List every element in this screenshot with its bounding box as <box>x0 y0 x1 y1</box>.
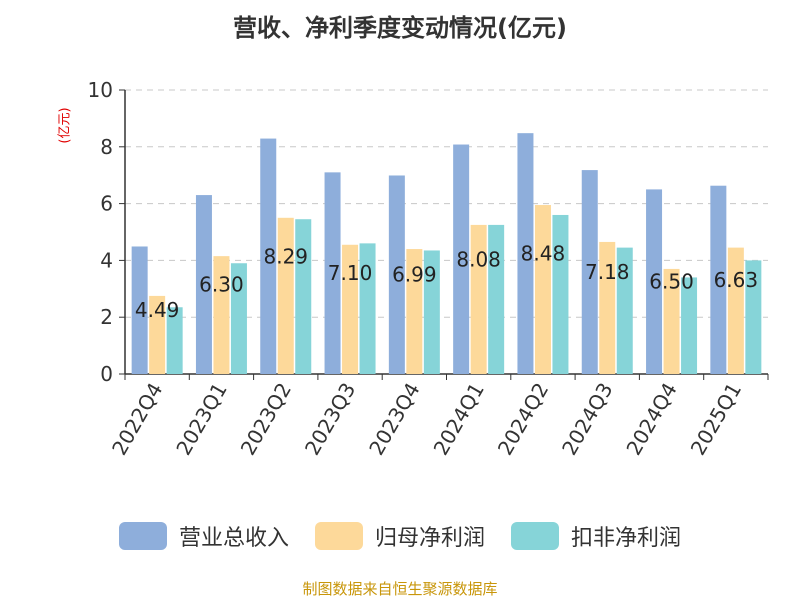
bar <box>727 247 744 374</box>
x-tick-label: 2024Q4 <box>621 379 681 460</box>
y-tick-label: 2 <box>100 305 113 329</box>
x-tick-label: 2023Q1 <box>171 379 231 460</box>
legend-swatch-revenue <box>118 522 167 550</box>
bar <box>149 295 166 374</box>
data-label: 6.50 <box>649 270 694 294</box>
bar <box>277 217 294 374</box>
bar <box>295 219 312 374</box>
y-tick-label: 6 <box>100 192 113 216</box>
x-tick-label: 2023Q3 <box>300 379 360 460</box>
bar <box>453 144 470 374</box>
chart-title: 营收、净利季度变动情况(亿元) <box>233 14 567 42</box>
bar <box>406 249 423 374</box>
x-tick-label: 2023Q2 <box>236 379 296 460</box>
x-tick-label: 2024Q2 <box>493 379 553 460</box>
data-label: 6.30 <box>199 273 244 297</box>
x-tick-label: 2025Q1 <box>686 379 746 460</box>
y-tick-label: 0 <box>100 362 113 386</box>
bar <box>745 260 762 374</box>
legend-label-deducted-profit: 扣非净利润 <box>571 526 682 551</box>
data-label: 4.49 <box>135 298 180 322</box>
bar <box>230 263 247 374</box>
bar <box>423 250 440 374</box>
bar <box>324 172 341 374</box>
bar <box>359 243 376 374</box>
data-label: 7.10 <box>328 261 373 285</box>
legend-label-net-profit: 归母净利润 <box>374 526 485 551</box>
bar <box>599 241 616 374</box>
x-tick-label: 2024Q3 <box>557 379 617 460</box>
y-tick-label: 4 <box>100 248 113 272</box>
y-tick-label: 10 <box>88 78 113 102</box>
legend-item-revenue[interactable]: 营业总收入 <box>118 520 289 552</box>
bar <box>616 247 633 374</box>
bar <box>260 138 277 374</box>
data-label: 6.63 <box>714 268 759 292</box>
bar <box>488 224 505 374</box>
bar <box>213 256 230 374</box>
bar <box>342 244 359 374</box>
legend-swatch-deducted-profit <box>511 522 559 550</box>
x-tick-label: 2022Q4 <box>107 379 167 460</box>
bar <box>131 246 148 374</box>
bar <box>534 205 551 374</box>
bar <box>470 224 487 374</box>
data-label: 8.29 <box>263 244 308 268</box>
bar <box>646 189 663 374</box>
legend-swatch-net-profit <box>314 522 363 550</box>
bar <box>195 195 212 374</box>
bar <box>166 307 183 374</box>
data-label: 8.08 <box>456 247 501 271</box>
legend: 营业总收入 归母净利润 扣非净利润 <box>0 520 800 552</box>
bar <box>710 185 727 374</box>
bar <box>552 214 569 374</box>
data-source-note: 制图数据来自恒生聚源数据库 <box>302 580 498 598</box>
x-tick-label: 2024Q1 <box>429 379 489 460</box>
legend-item-deducted-profit[interactable]: 扣非净利润 <box>511 520 681 552</box>
data-label: 7.18 <box>585 260 630 284</box>
bar <box>388 175 405 374</box>
bar <box>581 170 598 374</box>
data-label: 8.48 <box>521 242 566 266</box>
bar <box>681 277 698 374</box>
bar <box>517 133 534 374</box>
legend-item-net-profit[interactable]: 归母净利润 <box>314 520 485 552</box>
y-tick-label: 8 <box>100 135 113 159</box>
legend-label-revenue: 营业总收入 <box>178 526 289 551</box>
x-tick-label: 2023Q4 <box>364 379 424 460</box>
data-label: 6.99 <box>392 263 437 287</box>
bar <box>663 268 680 374</box>
